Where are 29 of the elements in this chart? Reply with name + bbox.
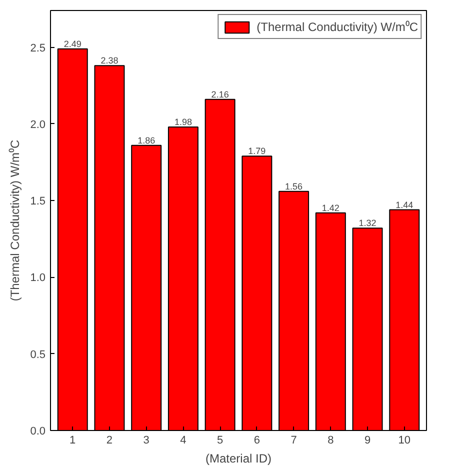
- y-tick-label: 1.5: [30, 196, 46, 208]
- data-label: 2.49: [64, 38, 82, 49]
- data-label: 1.98: [174, 116, 192, 127]
- legend-label: (Thermal Conductivity) W/m⁰C: [256, 19, 418, 35]
- x-axis-title: (Material ID): [205, 452, 272, 466]
- x-tick-label: 8: [328, 434, 334, 446]
- y-tick-label: 0.5: [30, 348, 46, 361]
- x-tick-label: 10: [398, 434, 411, 446]
- x-tick-label: 6: [254, 434, 260, 446]
- x-tick-label: 2: [106, 434, 113, 446]
- x-tick-label: 5: [217, 434, 224, 446]
- data-label: 1.86: [138, 135, 156, 146]
- data-label: 1.79: [248, 146, 266, 156]
- x-tick-label: 1: [70, 434, 76, 446]
- y-axis-title: (Thermal Conductivity) W/m⁰C: [8, 139, 22, 302]
- y-tick-label: 1.0: [30, 272, 46, 284]
- data-label: 1.32: [358, 218, 376, 228]
- x-tick-label: 3: [143, 434, 150, 446]
- x-tick-label: 7: [290, 434, 297, 446]
- data-label: 1.56: [285, 181, 303, 192]
- x-tick-label: 9: [364, 434, 371, 446]
- y-tick-label: 0.0: [30, 426, 46, 438]
- data-label: 1.44: [396, 200, 414, 210]
- data-label: 2.16: [211, 89, 229, 100]
- x-tick-label: 4: [180, 434, 186, 446]
- y-tick-label: 2.0: [30, 118, 46, 131]
- y-tick-label: 2.5: [30, 42, 46, 54]
- data-label: 1.42: [322, 202, 340, 213]
- data-label: 2.38: [100, 56, 118, 66]
